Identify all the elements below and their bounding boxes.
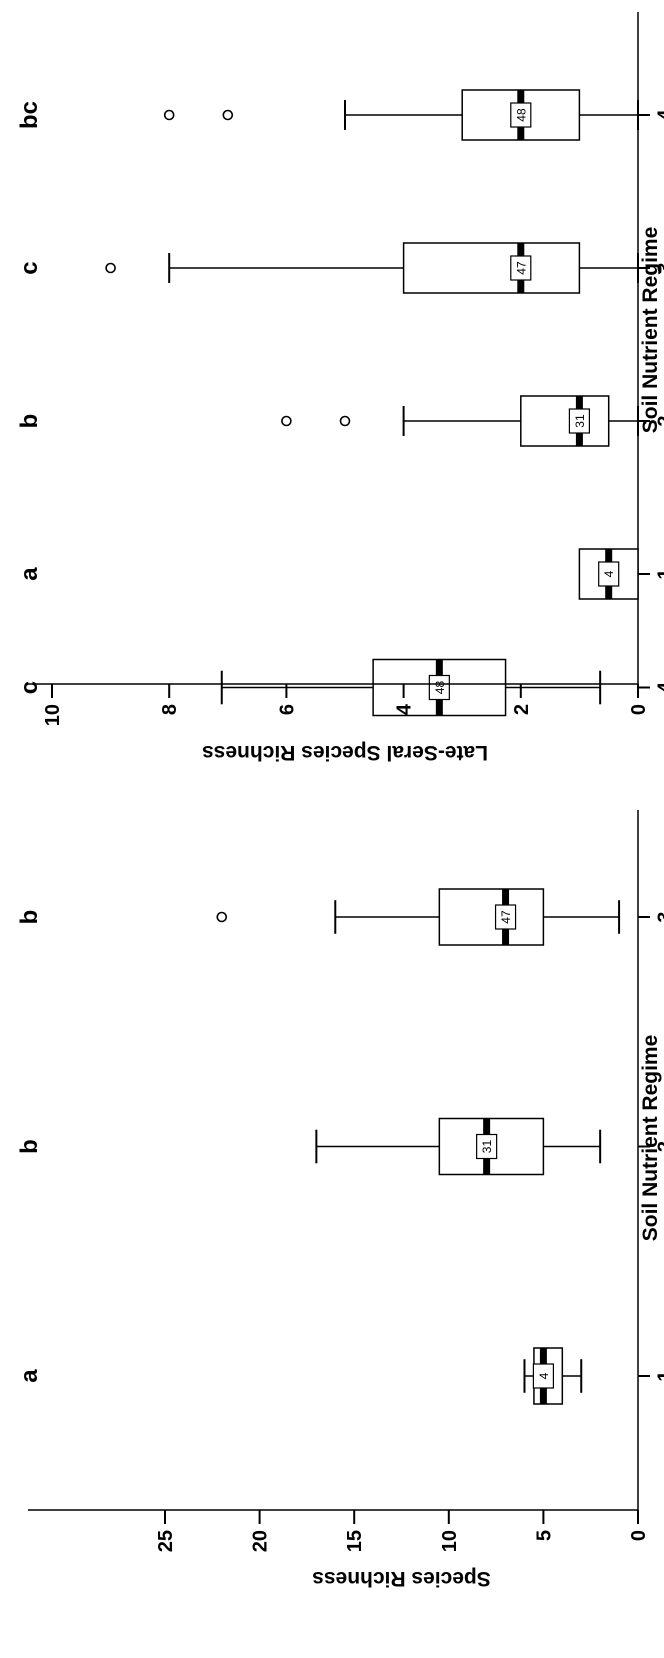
y-tick-label: 0 xyxy=(628,1530,650,1541)
significance-letter: a xyxy=(16,1369,43,1383)
n-label-box xyxy=(510,255,532,281)
n-label-box xyxy=(568,408,591,434)
n-label: 31 xyxy=(480,1140,494,1154)
box xyxy=(438,888,545,946)
box xyxy=(402,242,581,294)
n-label-box xyxy=(476,1133,498,1160)
n-label-box xyxy=(494,904,517,930)
outlier-point xyxy=(222,109,234,121)
n-label-box xyxy=(532,1363,555,1389)
x-tick-label: 1 xyxy=(655,568,664,579)
y-tick-label: 8 xyxy=(159,704,181,715)
box xyxy=(520,395,610,447)
n-label-box xyxy=(510,102,532,128)
y-axis-title: Late-Seral Species Richness xyxy=(202,741,488,764)
significance-letter: c xyxy=(16,261,43,274)
x-tick-label: 4 xyxy=(655,681,664,693)
significance-letter: b xyxy=(16,414,43,429)
y-tick-label: 10 xyxy=(42,704,64,726)
y-axis-title: Species Richness xyxy=(312,1567,491,1590)
outlier-point xyxy=(105,262,116,274)
outlier-point xyxy=(216,911,228,923)
x-tick-label: 3 xyxy=(655,911,664,922)
n-label-box xyxy=(598,561,620,587)
outlier-point xyxy=(281,415,292,427)
significance-letter: a xyxy=(16,567,43,581)
y-tick-label: 2 xyxy=(511,704,533,715)
x-axis-title: Soil Nutrient Regime xyxy=(639,1035,662,1242)
x-tick-label: 2 xyxy=(655,415,664,426)
y-tick-label: 15 xyxy=(344,1530,366,1552)
outlier-point xyxy=(339,415,351,427)
significance-letter: b xyxy=(16,1139,43,1154)
y-tick-label: 5 xyxy=(533,1530,555,1541)
n-label: 31 xyxy=(573,414,587,428)
n-label: 48 xyxy=(433,681,447,695)
n-label: 47 xyxy=(499,910,513,924)
y-tick-label: 4 xyxy=(394,703,416,715)
outlier-point xyxy=(163,109,175,121)
y-tick-label: 6 xyxy=(276,704,298,715)
y-tick-label: 10 xyxy=(439,1530,461,1552)
n-label: 48 xyxy=(514,108,528,122)
x-tick-label: 4 xyxy=(655,109,664,121)
y-tick-label: 25 xyxy=(155,1530,177,1552)
significance-letter: c xyxy=(16,681,43,694)
x-tick-label: 3 xyxy=(655,262,664,273)
panel-late-seral-richness: 0 2 4 6 8 10 Late-Seral Species Richness 1 4 a 2 31… xyxy=(16,12,664,764)
n-label: 4 xyxy=(602,570,616,577)
x-axis-title: Soil Nutrient Regime xyxy=(639,227,662,434)
significance-letter: bc xyxy=(16,101,43,129)
n-label: 4 xyxy=(537,1372,551,1379)
x-tick-label: 2 xyxy=(655,1141,664,1152)
y-tick-label: 20 xyxy=(250,1530,272,1552)
x-tick-label: 1 xyxy=(655,1370,664,1381)
y-tick-label: 0 xyxy=(628,704,650,715)
significance-letter: b xyxy=(16,910,43,925)
n-label: 47 xyxy=(514,261,528,275)
n-label-box xyxy=(428,674,450,701)
